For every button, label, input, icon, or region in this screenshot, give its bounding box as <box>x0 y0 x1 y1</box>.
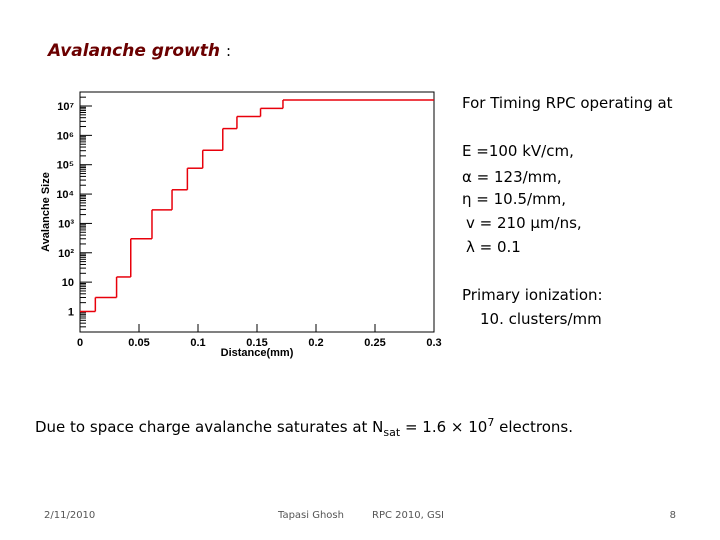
x-tick-label: 0.3 <box>426 337 441 349</box>
x-tick-label: 0.15 <box>246 337 267 349</box>
side-note: 10. clusters/mm <box>480 310 602 328</box>
x-tick-label: 0 <box>77 337 83 349</box>
x-tick-label: 0.25 <box>364 337 385 349</box>
slide-title-colon: : <box>226 42 231 60</box>
side-notes: For Timing RPC operating at E =100 kV/cm,… <box>462 94 673 328</box>
y-tick-label: 10² <box>58 248 74 260</box>
conclusion-text: Due to space charge avalanche saturates … <box>35 418 383 436</box>
subscript: sat <box>383 426 400 439</box>
y-tick-label: 10³ <box>58 218 74 230</box>
conclusion-text: = 1.6 × 10 <box>400 418 487 436</box>
x-tick-label: 0.1 <box>190 337 205 349</box>
y-tick-label: 1 <box>68 306 74 318</box>
slide-title: Avalanche growth <box>46 41 220 61</box>
y-axis-label: Avalanche Size <box>40 172 52 252</box>
footer-event: RPC 2010, GSI <box>372 510 444 521</box>
side-note: λ = 0.1 <box>466 238 521 256</box>
plot-frame <box>79 91 435 333</box>
y-tick-label: 10⁶ <box>57 130 74 142</box>
x-axis-label: Distance(mm) <box>221 347 294 359</box>
footer-date: 2/11/2010 <box>44 510 95 521</box>
side-note: For Timing RPC operating at <box>462 94 673 112</box>
superscript: 7 <box>487 416 494 429</box>
conclusion: Due to space charge avalanche saturates … <box>35 416 573 439</box>
y-tick-label: 10⁴ <box>56 189 74 201</box>
x-tick-label: 0.2 <box>308 337 323 349</box>
y-tick-label: 10⁵ <box>57 160 74 172</box>
y-tick-label: 10 <box>62 277 74 289</box>
x-tick-label: 0.05 <box>128 337 149 349</box>
y-tick-label: 10⁷ <box>57 101 74 113</box>
side-note: α = 123/mm, <box>462 168 562 186</box>
side-note: Primary ionization: <box>462 286 603 304</box>
conclusion-text: electrons. <box>494 418 573 436</box>
side-note: v = 210 µm/ns, <box>466 214 582 232</box>
side-note: E =100 kV/cm, <box>462 142 574 160</box>
footer-author: Tapasi Ghosh <box>277 510 344 521</box>
footer-page: 8 <box>670 510 676 521</box>
side-note: η = 10.5/mm, <box>462 190 566 208</box>
